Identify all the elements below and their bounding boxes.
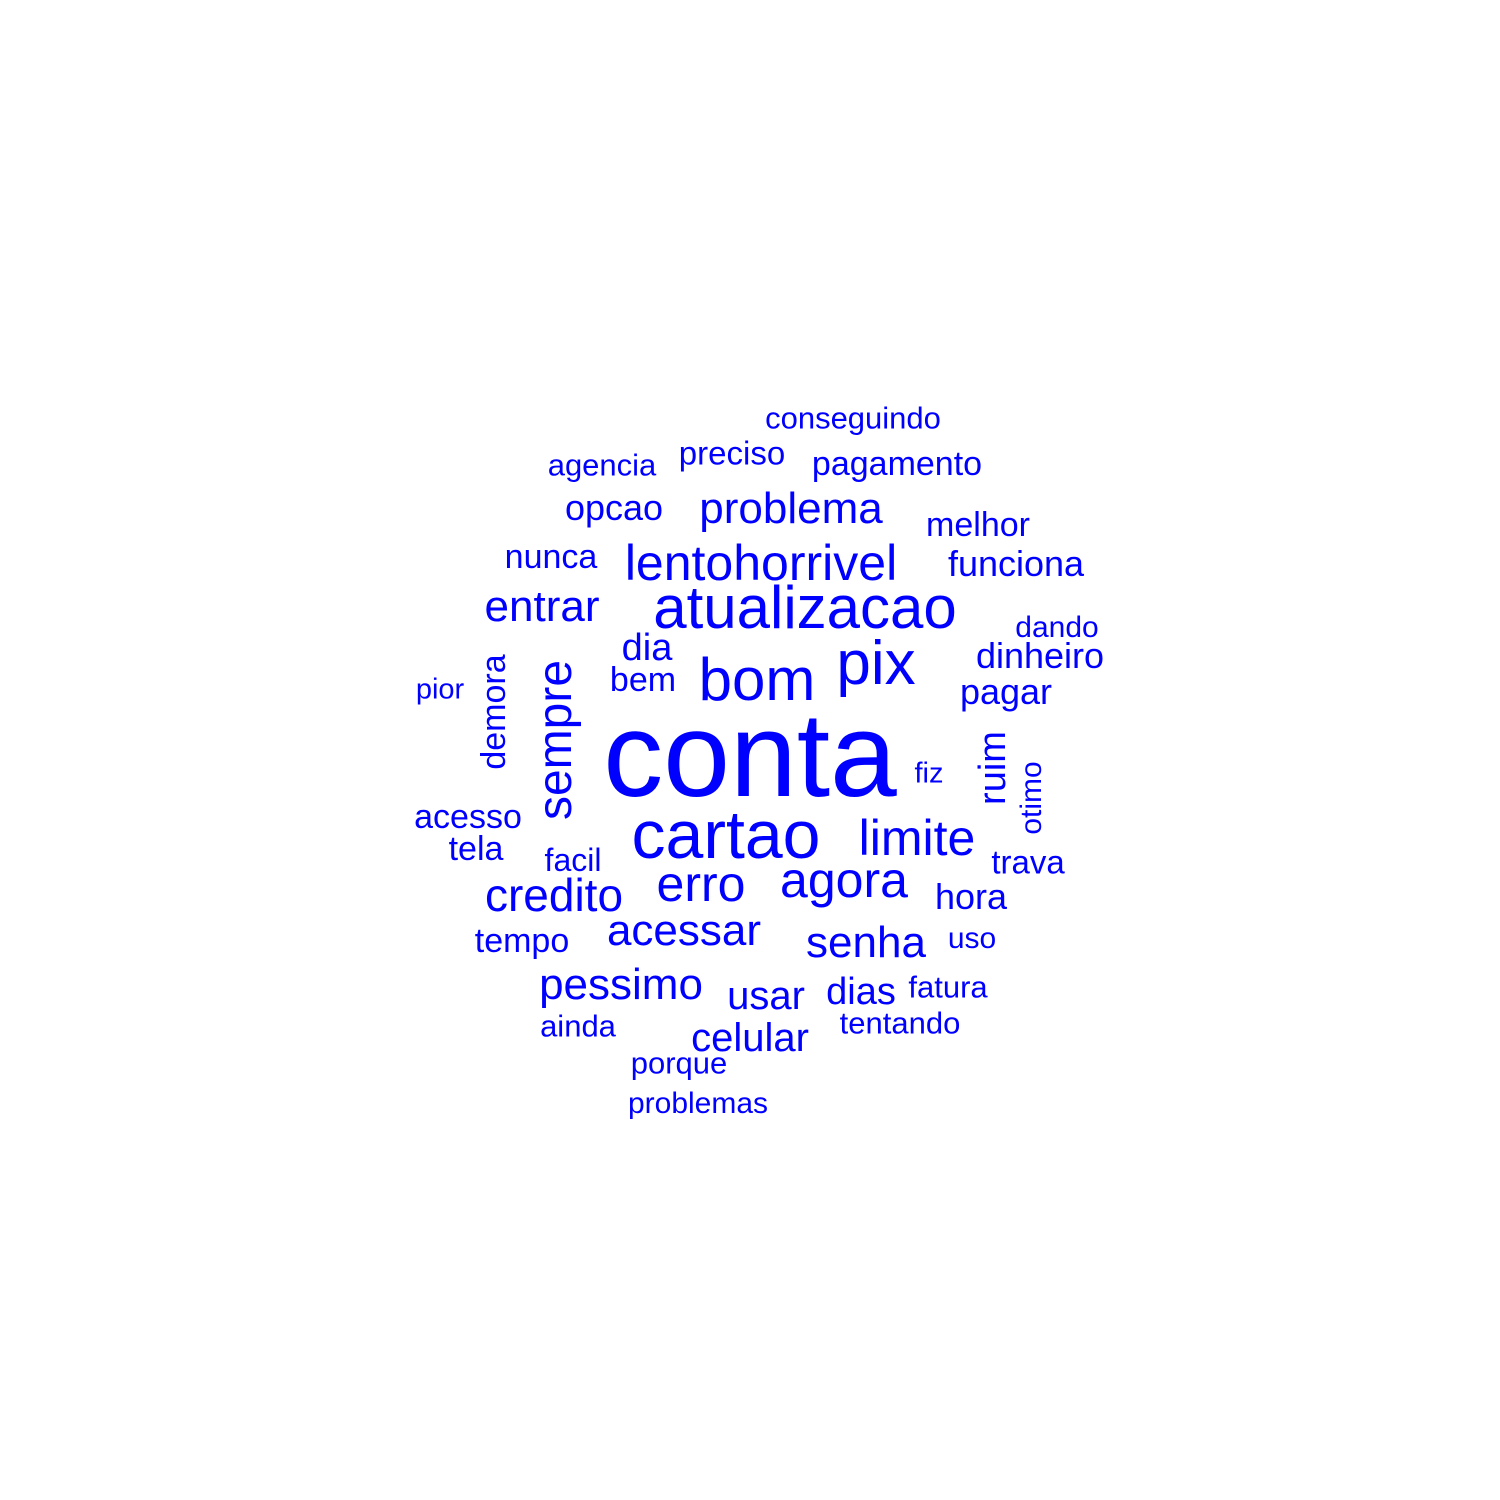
- word-dias: dias: [826, 971, 896, 1013]
- word-tentando: tentando: [839, 1005, 961, 1041]
- word-agora: agora: [780, 852, 908, 908]
- word-trava: trava: [991, 843, 1065, 881]
- word-conta: conta: [603, 688, 897, 822]
- word-bem: bem: [609, 661, 677, 699]
- word-pagar: pagar: [959, 671, 1053, 712]
- word-dia: dia: [621, 627, 673, 669]
- word-lentohorrivel: lentohorrivel: [624, 535, 898, 591]
- word-problemas: problemas: [627, 1087, 769, 1120]
- word-pessimo: pessimo: [539, 960, 703, 1009]
- word-pagamento: pagamento: [811, 445, 983, 483]
- word-melhor: melhor: [926, 506, 1030, 544]
- word-problema: problema: [699, 484, 883, 533]
- word-tempo: tempo: [474, 922, 570, 960]
- word-preciso: preciso: [678, 434, 786, 472]
- word-sempre: sempre: [529, 659, 582, 821]
- word-tela: tela: [448, 830, 504, 868]
- word-pix: pix: [836, 629, 916, 698]
- word-acessar: acessar: [606, 906, 762, 955]
- word-hora: hora: [934, 876, 1008, 917]
- word-otimo: otimo: [1015, 761, 1048, 835]
- word-facil: facil: [544, 842, 602, 878]
- word-credito: credito: [484, 869, 624, 921]
- word-usar: usar: [727, 974, 805, 1018]
- word-ainda: ainda: [540, 1008, 616, 1044]
- word-senha: senha: [806, 918, 926, 967]
- word-celular: celular: [691, 1016, 809, 1060]
- word-cartao: cartao: [631, 797, 821, 873]
- word-nunca: nunca: [504, 538, 598, 576]
- word-pior: pior: [415, 673, 465, 706]
- word-dinheiro: dinheiro: [975, 635, 1105, 676]
- word-fatura: fatura: [908, 969, 988, 1005]
- word-fiz: fiz: [914, 757, 944, 790]
- word-bom: bom: [698, 646, 816, 713]
- word-entrar: entrar: [484, 582, 600, 631]
- word-ruim: ruim: [972, 731, 1014, 805]
- word-porque: porque: [630, 1045, 728, 1081]
- word-conseguindo: conseguindo: [765, 400, 941, 436]
- word-erro: erro: [656, 856, 746, 912]
- word-funciona: funciona: [947, 543, 1085, 584]
- word-acesso: acesso: [414, 798, 522, 836]
- word-agencia: agencia: [547, 447, 657, 483]
- word-demora: demora: [475, 654, 513, 770]
- word-atualizacao: atualizacao: [653, 574, 957, 641]
- word-limite: limite: [858, 810, 976, 866]
- word-uso: uso: [947, 922, 997, 955]
- word-dando: dando: [1015, 611, 1099, 644]
- word-opcao: opcao: [564, 487, 664, 528]
